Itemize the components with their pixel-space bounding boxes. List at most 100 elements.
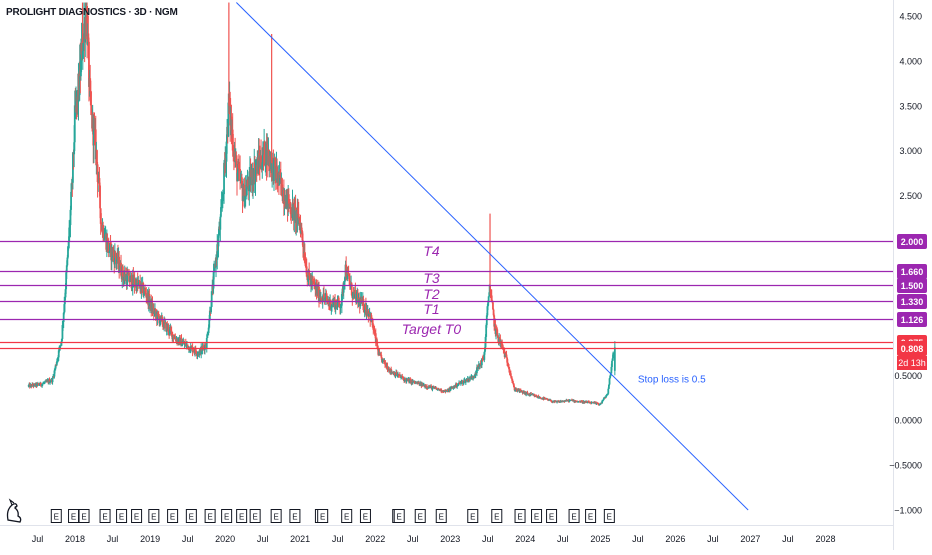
earnings-marker[interactable]: E	[317, 509, 329, 523]
earnings-marker[interactable]: E	[414, 509, 426, 523]
earnings-marker[interactable]: E	[68, 509, 80, 523]
x-tick-label: Jul	[557, 534, 569, 544]
earnings-marker[interactable]: E	[185, 509, 197, 523]
candle	[581, 401, 584, 403]
earnings-marker[interactable]: E	[131, 509, 143, 523]
candle	[64, 289, 67, 298]
candle	[402, 377, 404, 379]
candle	[302, 246, 305, 254]
candle	[27, 385, 30, 387]
earnings-marker[interactable]: E	[50, 509, 62, 523]
candle	[142, 282, 145, 296]
candle	[279, 171, 282, 176]
candle	[318, 286, 320, 301]
candle	[473, 375, 476, 377]
earnings-marker[interactable]: E	[467, 509, 479, 523]
earnings-marker-box	[148, 509, 160, 523]
x-tick-label: Jul	[257, 534, 269, 544]
earnings-marker[interactable]: E	[99, 509, 111, 523]
candle	[546, 398, 549, 400]
earnings-marker[interactable]: E	[204, 509, 216, 523]
earnings-marker[interactable]: E	[116, 509, 128, 523]
candle	[291, 202, 294, 218]
earnings-marker[interactable]: E	[603, 509, 615, 523]
candle	[386, 365, 389, 370]
candle	[59, 344, 62, 347]
candle	[263, 141, 266, 166]
candle	[505, 354, 508, 358]
earnings-marker-label: E	[119, 513, 124, 522]
earnings-marker[interactable]: E	[167, 509, 179, 523]
candle	[208, 310, 211, 320]
y-tick-label: −0.5000	[889, 461, 922, 471]
earnings-marker-label: E	[470, 513, 475, 522]
candle	[134, 285, 137, 287]
candle	[399, 376, 402, 378]
candle	[355, 293, 358, 303]
candle	[597, 403, 600, 405]
earnings-marker[interactable]: E	[249, 509, 261, 523]
candle	[53, 370, 56, 377]
T4-level-badge	[897, 234, 927, 249]
candle	[353, 292, 356, 294]
candle	[156, 312, 159, 321]
earnings-marker[interactable]: E	[359, 509, 371, 523]
earnings-marker-label: E	[134, 513, 139, 522]
candle	[63, 304, 66, 313]
candle	[239, 178, 242, 181]
earnings-marker[interactable]: E	[546, 509, 558, 523]
candle	[41, 383, 44, 385]
earnings-marker-box	[531, 509, 543, 523]
candle	[598, 404, 601, 406]
earnings-marker[interactable]: E	[514, 509, 526, 523]
candle	[75, 98, 77, 107]
candle	[376, 346, 379, 350]
candle	[537, 396, 540, 398]
earnings-marker[interactable]: E	[568, 509, 580, 523]
candle	[159, 315, 162, 322]
candle	[609, 373, 612, 376]
earnings-marker[interactable]: E	[531, 509, 543, 523]
candle	[86, 6, 89, 45]
earnings-marker-label: E	[588, 513, 593, 522]
x-tick-label: 2025	[590, 534, 610, 544]
earnings-marker[interactable]: E	[491, 509, 503, 523]
earnings-marker[interactable]: E	[236, 509, 248, 523]
candle	[57, 350, 60, 358]
earnings-marker[interactable]: E	[289, 509, 301, 523]
candle	[290, 214, 293, 216]
earnings-marker[interactable]: E	[393, 509, 405, 523]
candle	[308, 270, 311, 276]
candle	[55, 364, 58, 366]
candle	[68, 227, 71, 242]
earnings-marker[interactable]: E	[585, 509, 597, 523]
candle	[215, 257, 217, 268]
earnings-marker[interactable]: E	[78, 509, 90, 523]
earnings-marker[interactable]: E	[435, 509, 447, 523]
earnings-marker-box	[491, 509, 503, 523]
earnings-marker-label: E	[320, 513, 325, 522]
earnings-marker-label: E	[151, 513, 156, 522]
tradingview-logo-icon[interactable]	[6, 498, 22, 523]
candle	[474, 372, 477, 375]
candle	[230, 116, 233, 131]
candle	[67, 246, 69, 258]
candle	[381, 358, 384, 362]
earnings-marker[interactable]: E	[341, 509, 353, 523]
earnings-marker[interactable]: E	[148, 509, 160, 523]
earnings-marker[interactable]: E	[221, 509, 233, 523]
x-tick-label: Jul	[182, 534, 194, 544]
earnings-marker[interactable]: E	[270, 509, 282, 523]
earnings-marker-label: E	[439, 513, 444, 522]
candle	[429, 387, 431, 389]
candle	[274, 157, 277, 169]
candle	[229, 97, 232, 126]
candle	[334, 301, 337, 310]
earnings-marker-box	[99, 509, 111, 523]
candle	[195, 351, 198, 354]
candle	[308, 275, 311, 281]
candle	[115, 257, 117, 262]
